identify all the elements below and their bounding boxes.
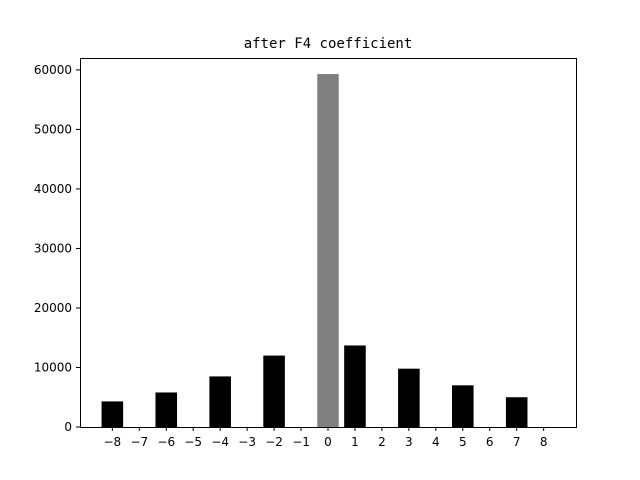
chart-title: after F4 coefficient	[244, 36, 413, 52]
x-axis-ticks: −8 −7 −6 −5 −4 −3 −2 −1 0 1 2 3 4 5 6 7 8	[103, 427, 547, 449]
bar-−8	[101, 401, 124, 427]
x-tick-label: −1	[292, 435, 310, 449]
bar-1	[344, 345, 366, 427]
bar-−6	[155, 392, 178, 427]
y-tick-label: 20000	[34, 301, 72, 315]
x-tick-label: −6	[157, 435, 175, 449]
x-tick-label: −5	[184, 435, 202, 449]
bars-group	[101, 74, 528, 428]
x-tick-label: 7	[513, 435, 521, 449]
bar-−4	[209, 376, 231, 427]
x-tick-label: 4	[432, 435, 440, 449]
x-tick-label: 1	[351, 435, 359, 449]
x-tick-label: 8	[540, 435, 548, 449]
y-tick-label: 0	[64, 420, 72, 434]
plot-frame	[80, 58, 577, 428]
bar-−2	[263, 355, 285, 427]
bar-5	[452, 385, 474, 427]
x-tick-label: 2	[378, 435, 386, 449]
x-tick-label: −2	[265, 435, 283, 449]
y-tick-label: 10000	[34, 360, 72, 374]
x-tick-label: 3	[405, 435, 413, 449]
y-tick-label: 50000	[34, 122, 72, 136]
x-tick-label: 0	[324, 435, 332, 449]
bar-0	[317, 74, 339, 428]
x-tick-label: −7	[130, 435, 148, 449]
x-tick-label: −4	[211, 435, 229, 449]
x-tick-label: −3	[238, 435, 256, 449]
bar-7	[505, 397, 528, 427]
x-tick-label: −8	[103, 435, 121, 449]
y-tick-label: 30000	[34, 241, 72, 255]
y-tick-label: 60000	[34, 63, 72, 77]
bar-3	[398, 368, 420, 427]
y-tick-label: 40000	[34, 182, 72, 196]
y-axis-ticks: 0 10000 20000 30000 40000 50000 60000	[34, 63, 80, 434]
x-tick-label: 6	[486, 435, 494, 449]
x-tick-label: 5	[459, 435, 467, 449]
